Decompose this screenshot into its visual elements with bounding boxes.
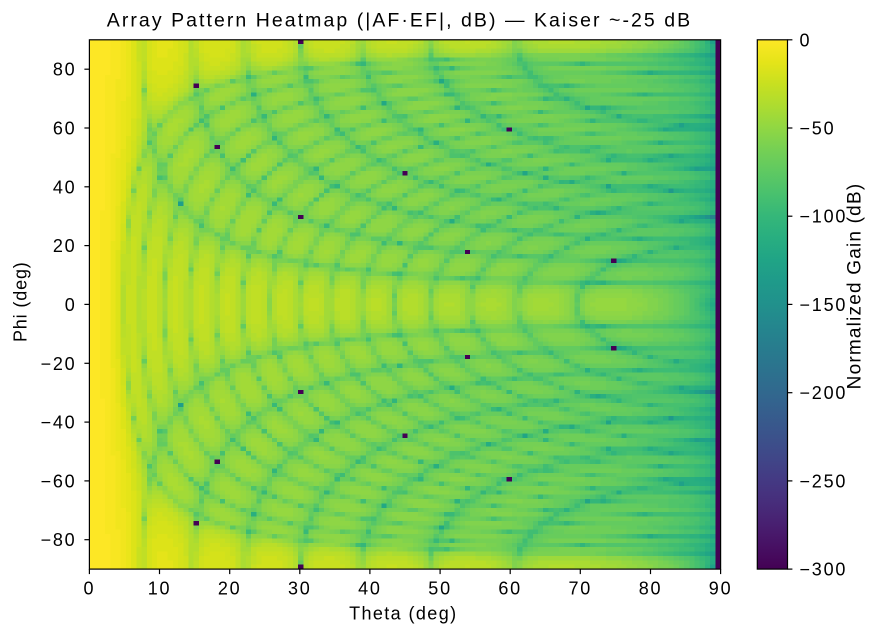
svg-text:40: 40 xyxy=(53,177,77,197)
svg-text:Phi (deg): Phi (deg) xyxy=(11,261,31,342)
svg-text:−200: −200 xyxy=(800,383,848,403)
svg-text:Theta (deg): Theta (deg) xyxy=(349,604,457,624)
svg-text:0: 0 xyxy=(800,30,812,50)
svg-text:90: 90 xyxy=(709,579,733,599)
svg-text:0: 0 xyxy=(83,579,95,599)
svg-text:40: 40 xyxy=(358,579,382,599)
svg-text:−20: −20 xyxy=(41,354,77,374)
svg-text:70: 70 xyxy=(568,579,592,599)
svg-text:20: 20 xyxy=(53,236,77,256)
svg-text:10: 10 xyxy=(148,579,172,599)
svg-text:−80: −80 xyxy=(41,530,77,550)
svg-text:Normalized Gain (dB): Normalized Gain (dB) xyxy=(845,183,866,390)
svg-text:−100: −100 xyxy=(800,207,848,227)
svg-text:−300: −300 xyxy=(800,560,848,580)
svg-text:−60: −60 xyxy=(41,471,77,491)
svg-text:−250: −250 xyxy=(800,471,848,491)
svg-text:0: 0 xyxy=(65,295,77,315)
svg-text:−40: −40 xyxy=(41,413,77,433)
svg-text:−150: −150 xyxy=(800,295,848,315)
svg-text:30: 30 xyxy=(288,579,312,599)
svg-text:50: 50 xyxy=(428,579,452,599)
svg-text:80: 80 xyxy=(639,579,663,599)
svg-text:80: 80 xyxy=(53,60,77,80)
svg-text:60: 60 xyxy=(498,579,522,599)
svg-text:60: 60 xyxy=(53,119,77,139)
svg-text:20: 20 xyxy=(218,579,242,599)
svg-text:Array Pattern Heatmap (|AF·EF|: Array Pattern Heatmap (|AF·EF|, dB) — Ka… xyxy=(107,10,692,32)
svg-text:−50: −50 xyxy=(800,119,836,139)
